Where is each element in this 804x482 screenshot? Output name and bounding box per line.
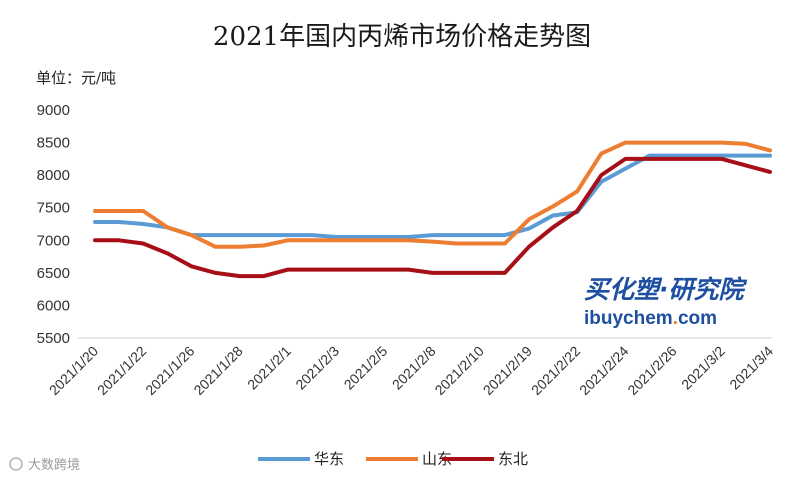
legend-label-2: 山东 (422, 450, 452, 468)
x-tick-label: 2021/2/3 (292, 343, 342, 393)
x-tick-label: 2021/2/22 (528, 343, 584, 399)
series-group (93, 140, 772, 279)
y-axis: 5500 6000 6500 7000 7500 8000 8500 9000 (37, 102, 70, 347)
watermark-cn: 买化塑·研究院 (584, 275, 747, 304)
y-tick-label: 7000 (37, 232, 70, 249)
x-tick-label: 2021/1/22 (94, 343, 150, 399)
watermark-en-prefix: ibuychem (584, 308, 673, 329)
x-tick-label: 2021/2/26 (624, 343, 680, 399)
x-tick-label: 2021/2/10 (431, 343, 487, 399)
x-tick-label: 2021/2/5 (341, 343, 391, 393)
watermark: 买化塑·研究院 ibuychem.com (584, 275, 747, 329)
legend-label-3: 东北 (498, 450, 528, 468)
corner-logo-text: 大数跨境 (28, 458, 80, 473)
y-tick-label: 9000 (37, 102, 70, 119)
x-tick-label: 2021/2/1 (244, 343, 294, 393)
y-tick-label: 5500 (37, 330, 70, 347)
series-line-2 (93, 140, 772, 249)
x-tick-label: 2021/2/24 (576, 343, 632, 399)
x-tick-label: 2021/1/20 (46, 343, 102, 399)
x-tick-label: 2021/1/26 (142, 343, 198, 399)
legend: 华东 山东 东北 (258, 450, 528, 468)
x-tick-label: 2021/3/2 (678, 343, 728, 393)
corner-logo: 大数跨境 (9, 457, 80, 473)
watermark-en-suffix: com (678, 308, 717, 329)
y-tick-label: 7500 (37, 200, 70, 217)
series-line-1 (93, 153, 772, 239)
unit-label: 单位：元/吨 (36, 69, 116, 87)
x-tick-label: 2021/3/4 (726, 343, 776, 393)
y-tick-label: 8000 (37, 167, 70, 184)
x-tick-label: 2021/2/8 (389, 343, 439, 393)
series-line-3 (93, 156, 772, 279)
y-tick-label: 6000 (37, 297, 70, 314)
x-axis: 2021/1/202021/1/222021/1/262021/1/282021… (46, 343, 777, 399)
watermark-en-dot: . (673, 308, 678, 329)
x-tick-label: 2021/1/28 (190, 343, 246, 399)
y-tick-label: 6500 (37, 265, 70, 282)
x-tick-label: 2021/2/19 (480, 343, 536, 399)
y-tick-label: 8500 (37, 135, 70, 152)
watermark-en: ibuychem.com (584, 308, 717, 329)
legend-label-1: 华东 (314, 450, 344, 468)
chart-title: 2021年国内丙烯市场价格走势图 (213, 22, 591, 52)
corner-logo-icon (9, 457, 23, 471)
